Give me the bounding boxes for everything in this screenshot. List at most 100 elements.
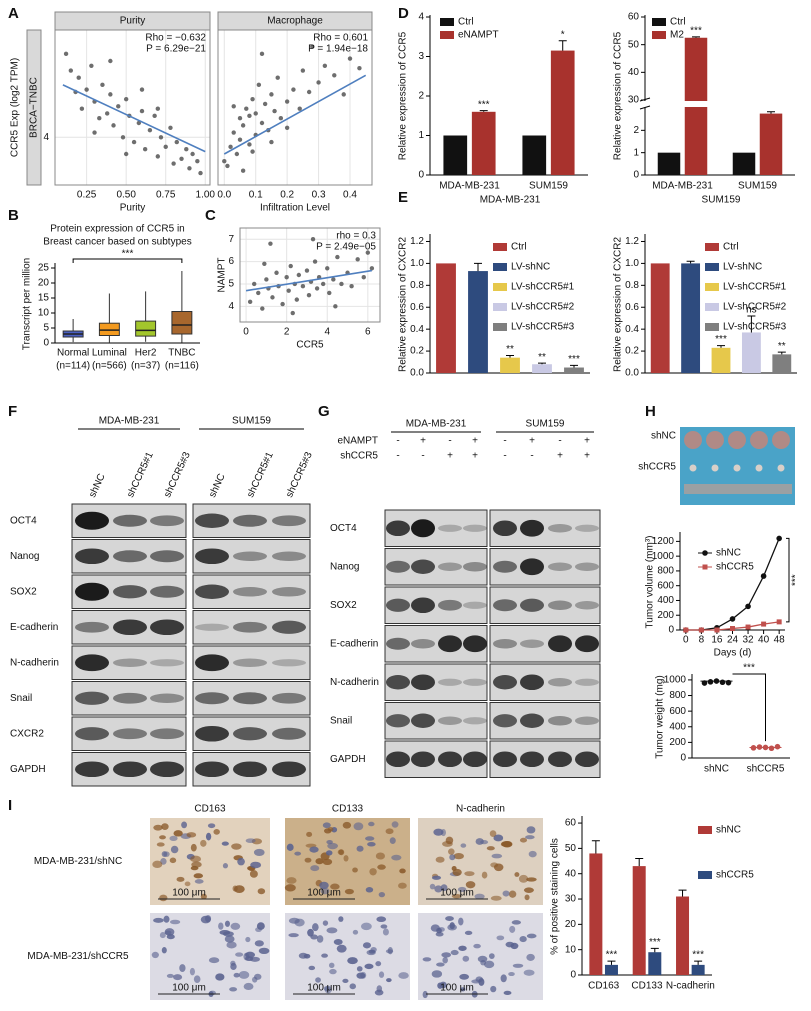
- point: [84, 87, 89, 92]
- cell: [161, 823, 169, 831]
- point: [222, 158, 227, 164]
- point: [262, 101, 268, 107]
- y-tick-label: 2: [418, 91, 424, 102]
- band: [411, 674, 435, 691]
- bar: [550, 50, 575, 176]
- panel-label: I: [8, 797, 12, 814]
- cell: [309, 846, 319, 853]
- point: [68, 68, 74, 73]
- legend-swatch: [493, 283, 507, 291]
- sig-label: **: [506, 344, 514, 355]
- error-bar: [635, 858, 644, 867]
- cell: [253, 848, 265, 857]
- y-axis-label: % of positive staining cells: [550, 838, 561, 955]
- point: [701, 680, 708, 686]
- sig-label: ***: [791, 574, 802, 586]
- condition-sign: +: [472, 436, 478, 447]
- legend-swatch: [705, 263, 719, 271]
- cell: [321, 953, 328, 958]
- tumor: [750, 431, 768, 449]
- band: [113, 514, 147, 527]
- annotation: P = 1.94e−18: [308, 44, 368, 55]
- band: [463, 524, 487, 532]
- lane-label: shNC: [207, 472, 228, 499]
- cell: [435, 856, 445, 863]
- marker: [714, 627, 720, 633]
- band: [438, 716, 462, 725]
- point: [297, 106, 302, 111]
- point: [259, 51, 265, 57]
- cell: [184, 881, 191, 887]
- band: [233, 692, 267, 705]
- lane-label: shCCR5#3: [162, 450, 193, 499]
- y-tick-label: 20: [38, 278, 50, 289]
- error-bar: [474, 262, 482, 272]
- sig-label: ns: [746, 305, 757, 316]
- y-tick-label: 4: [43, 132, 49, 143]
- y-tick-label: 0.0: [625, 368, 639, 379]
- y-tick-label: 0.4: [410, 324, 424, 335]
- condition-sign: +: [584, 451, 590, 462]
- annotation: Rho = −0.632: [145, 33, 206, 44]
- cell: [389, 837, 396, 844]
- point: [234, 151, 240, 157]
- band: [272, 761, 306, 778]
- cell: [493, 834, 504, 842]
- cell: [490, 985, 497, 993]
- band: [411, 519, 435, 538]
- box: [171, 311, 193, 335]
- y-tick-label: 2: [633, 125, 639, 136]
- point: [349, 283, 354, 289]
- cell: [352, 929, 359, 935]
- cell: [169, 857, 177, 864]
- cell: [512, 963, 524, 968]
- cell: [186, 832, 197, 838]
- point: [155, 154, 161, 159]
- cell: [333, 938, 343, 945]
- point: [237, 137, 243, 142]
- y-tick-label: 1000: [652, 551, 675, 562]
- band: [75, 654, 109, 672]
- tumor: [706, 431, 724, 449]
- x-tick-label: 0: [243, 327, 249, 338]
- point: [108, 58, 113, 64]
- band: [411, 559, 435, 574]
- point: [108, 92, 113, 97]
- tumor: [689, 464, 697, 472]
- cell: [508, 890, 517, 898]
- cell: [189, 967, 195, 976]
- legend-label: LV-shCCR5#1: [511, 282, 575, 293]
- point: [284, 275, 289, 280]
- cell: [224, 920, 230, 927]
- cell: [218, 922, 224, 930]
- cell: [464, 930, 473, 936]
- error-bar: [747, 315, 756, 333]
- band: [150, 693, 184, 704]
- y-tick-label: 15: [38, 293, 50, 304]
- row-label: OCT4: [10, 515, 37, 526]
- cell: [375, 961, 382, 967]
- lane-label: shCCR5#3: [284, 450, 315, 499]
- cell: [360, 922, 372, 931]
- lane-label: shCCR5#1: [245, 450, 276, 499]
- band: [272, 551, 306, 562]
- point: [331, 277, 336, 282]
- row-label: MDA-MB-231/shNC: [34, 856, 122, 867]
- cell: [440, 828, 446, 837]
- point: [270, 295, 275, 300]
- tumor: [711, 464, 719, 472]
- band: [75, 582, 109, 601]
- cell: [307, 928, 314, 937]
- point: [250, 96, 255, 102]
- band: [195, 725, 229, 742]
- bar: [681, 263, 701, 373]
- point: [304, 268, 310, 273]
- cell: [229, 987, 238, 992]
- legend-swatch: [698, 826, 712, 834]
- error-bar: [692, 36, 700, 38]
- y-tick-label: 0.8: [410, 280, 424, 291]
- marker: [683, 627, 689, 633]
- cell: [365, 887, 374, 893]
- y-axis-label: Transcript per million: [22, 258, 33, 350]
- band: [520, 519, 544, 537]
